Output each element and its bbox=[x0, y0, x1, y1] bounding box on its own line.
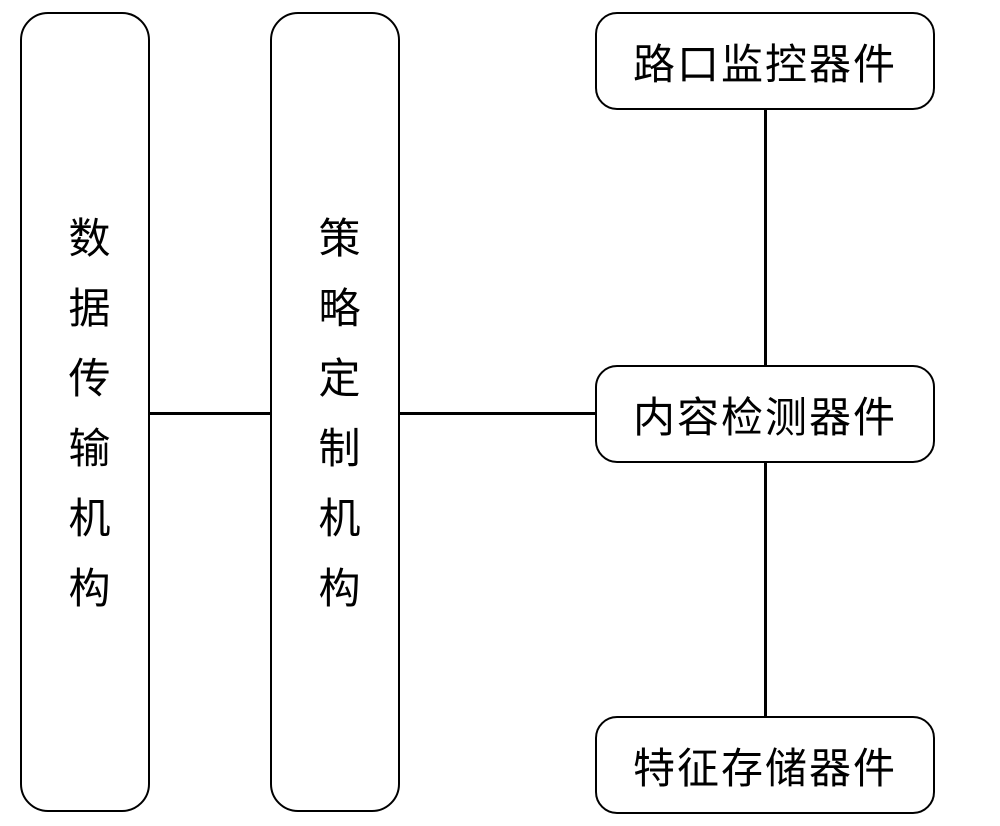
node-data-transport: 数据传输机构 bbox=[20, 12, 150, 812]
node-strategy-custom: 策略定制机构 bbox=[270, 12, 400, 812]
edge-content-to-storage bbox=[764, 463, 767, 716]
node-crossing-monitor: 路口监控器件 bbox=[595, 12, 935, 110]
node-strategy-custom-label: 策略定制机构 bbox=[314, 188, 356, 636]
edge-data-to-strategy bbox=[150, 412, 270, 415]
node-content-detect: 内容检测器件 bbox=[595, 365, 935, 463]
node-feature-storage: 特征存储器件 bbox=[595, 716, 935, 814]
node-feature-storage-label: 特征存储器件 bbox=[633, 735, 897, 796]
node-crossing-monitor-label: 路口监控器件 bbox=[633, 31, 897, 92]
edge-monitor-to-content bbox=[764, 110, 767, 365]
node-content-detect-label: 内容检测器件 bbox=[633, 384, 897, 445]
node-data-transport-label: 数据传输机构 bbox=[64, 188, 106, 636]
edge-strategy-to-content bbox=[400, 412, 595, 415]
